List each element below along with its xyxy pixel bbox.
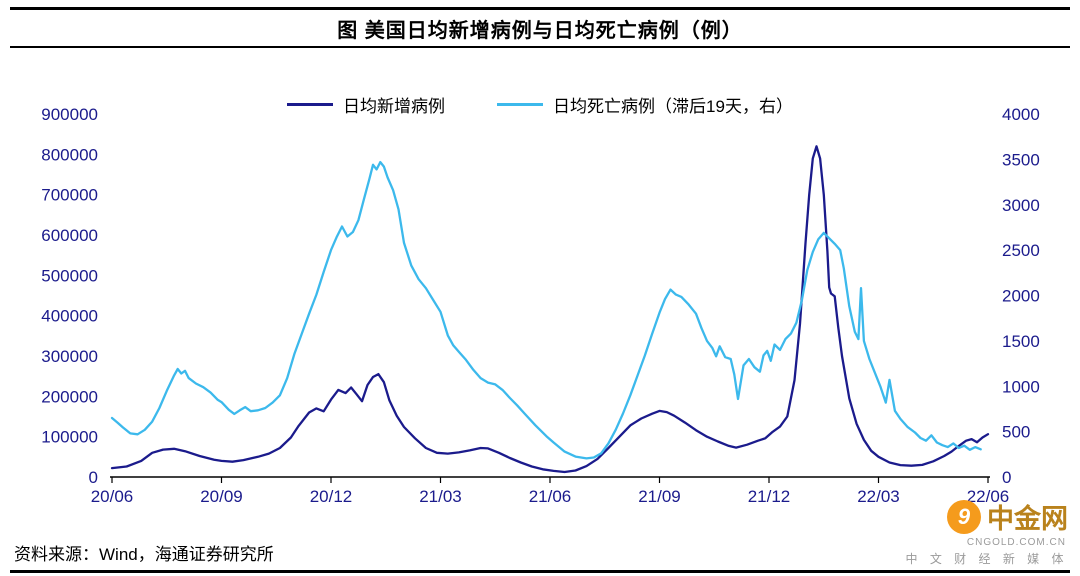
x-axis-tick-label: 20/06 <box>91 487 134 506</box>
chart-area: 900000 800000 700000 600000 500000 400000 3000… <box>0 58 1080 510</box>
right-axis-tick-label: 0 <box>1002 468 1011 487</box>
watermark-brand: 中金网 <box>987 504 1068 534</box>
right-axis-tick-label: 2000 <box>1002 287 1040 306</box>
chart-legend: 日均新增病例 日均死亡病例（滞后19天，右） <box>0 92 1080 117</box>
watermark-tagline: 中 文 财 经 新 媒 体 <box>905 552 1068 566</box>
right-axis-tick-label: 3000 <box>1002 196 1040 215</box>
x-axis-tick-label: 21/12 <box>748 487 791 506</box>
right-axis-tick-label: 3500 <box>1002 150 1040 169</box>
title-underline-rule <box>10 46 1070 48</box>
top-rule <box>10 7 1070 10</box>
cngold-logo-icon: 9 <box>947 499 981 534</box>
left-axis-tick-label: 500000 <box>41 266 98 285</box>
x-axis-tick-label: 21/06 <box>529 487 572 506</box>
line-chart-svg: 9000008000007000006000005000004000003000… <box>41 105 1040 506</box>
legend-label-new-cases: 日均新增病例 <box>343 97 446 116</box>
left-axis-tick-label: 0 <box>89 468 98 487</box>
left-axis-tick-label: 200000 <box>41 387 98 406</box>
left-axis-tick-label: 700000 <box>41 186 98 205</box>
x-axis-tick-label: 22/06 <box>967 487 1010 506</box>
x-axis-tick-label: 20/12 <box>310 487 353 506</box>
left-axis-tick-label: 900000 <box>41 105 98 124</box>
chart-title: 图 美国日均新增病例与日均死亡病例（例） <box>337 20 743 42</box>
x-axis-tick-label: 20/09 <box>200 487 243 506</box>
right-axis-tick-label: 4000 <box>1002 105 1040 124</box>
right-axis-tick-label: 500 <box>1002 423 1030 442</box>
deaths-line-swatch <box>497 103 544 106</box>
x-axis-tick-label: 21/03 <box>419 487 462 506</box>
left-axis-tick-label: 100000 <box>41 428 98 447</box>
watermark-domain: CNGOLD.COM.CN <box>966 537 1066 548</box>
series-line-deaths <box>110 160 982 460</box>
source-note: 资料来源：Wind，海通证券研究所 <box>14 545 274 564</box>
left-axis-tick-label: 300000 <box>41 347 98 366</box>
right-axis-tick-label: 2500 <box>1002 241 1040 260</box>
bottom-rule <box>10 570 1070 573</box>
left-axis-tick-label: 600000 <box>41 226 98 245</box>
x-axis-tick-label: 21/09 <box>638 487 681 506</box>
series-line-new-cases <box>110 145 990 474</box>
legend-label-deaths: 日均死亡病例（滞后19天，右） <box>553 97 793 116</box>
legend-item-deaths: 日均死亡病例（滞后19天，右） <box>497 92 793 117</box>
legend-item-new-cases: 日均新增病例 <box>287 92 445 117</box>
left-axis-tick-label: 400000 <box>41 307 98 326</box>
x-axis-tick-label: 22/03 <box>857 487 900 506</box>
new-cases-line-swatch <box>287 103 334 106</box>
right-axis-tick-label: 1500 <box>1002 332 1040 351</box>
right-axis-tick-label: 1000 <box>1002 377 1040 396</box>
left-axis-tick-label: 800000 <box>41 145 98 164</box>
cngold-watermark: 9 中金网 CNGOLD.COM.CN 中 文 财 经 新 媒 体 <box>905 497 1068 567</box>
watermark-top-row: 9 中金网 <box>947 497 1068 536</box>
